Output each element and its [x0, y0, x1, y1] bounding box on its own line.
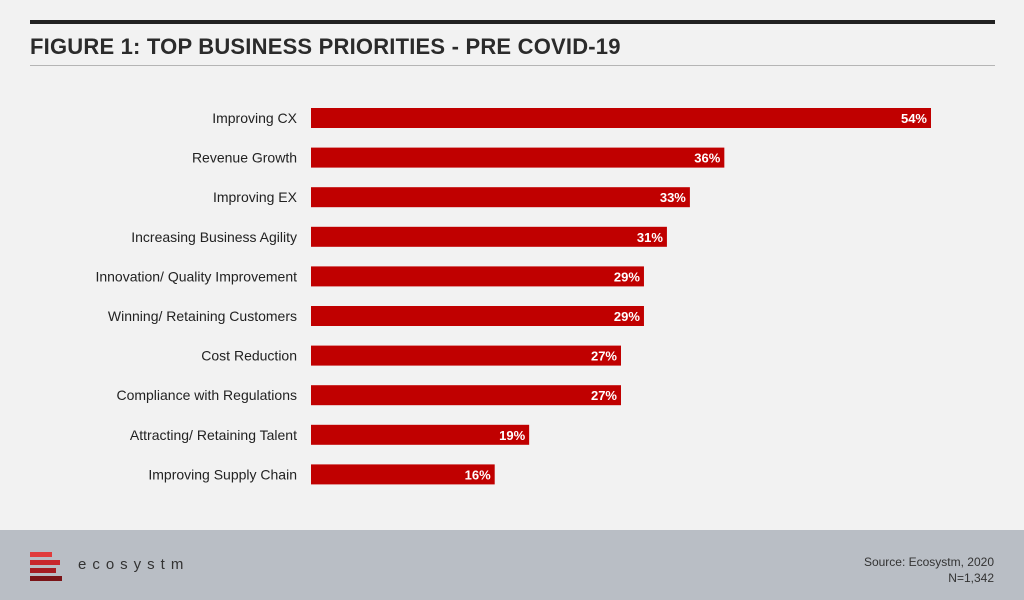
bar	[311, 424, 530, 445]
category-label: Increasing Business Agility	[131, 229, 297, 245]
bar-value-label: 54%	[901, 111, 927, 126]
bar-value-label: 19%	[499, 428, 525, 443]
source-note: Source: Ecosystm, 2020 N=1,342	[864, 554, 994, 586]
sample-size: N=1,342	[948, 571, 994, 585]
category-label: Improving EX	[213, 189, 298, 205]
bar	[311, 345, 621, 366]
category-label: Cost Reduction	[201, 348, 297, 364]
bar-value-label: 33%	[660, 190, 686, 205]
bar	[311, 187, 690, 208]
bar	[311, 385, 621, 406]
bar-value-label: 27%	[591, 349, 617, 364]
logo-text: ecosystm	[78, 556, 190, 573]
category-label: Improving Supply Chain	[148, 466, 297, 482]
bar-value-label: 31%	[637, 230, 663, 245]
bar	[311, 266, 644, 287]
bar	[311, 108, 931, 128]
ecosystm-logo-icon	[30, 552, 62, 581]
bar	[311, 226, 667, 247]
chart-title: FIGURE 1: TOP BUSINESS PRIORITIES - PRE …	[30, 34, 621, 59]
bar	[311, 464, 495, 485]
bar	[311, 306, 644, 326]
title-divider	[30, 65, 995, 66]
bar	[311, 147, 725, 168]
bar-value-label: 29%	[614, 309, 640, 324]
category-label: Winning/ Retaining Customers	[108, 308, 297, 324]
bar-value-label: 36%	[694, 151, 720, 166]
category-label: Improving CX	[212, 110, 297, 126]
category-label: Revenue Growth	[192, 150, 297, 166]
bar-value-label: 29%	[614, 269, 640, 284]
category-label: Attracting/ Retaining Talent	[130, 427, 297, 443]
top-rule	[30, 20, 995, 24]
footer: ecosystm Source: Ecosystm, 2020 N=1,342	[0, 530, 1024, 600]
category-label: Compliance with Regulations	[116, 387, 297, 403]
bar-value-label: 16%	[465, 467, 491, 482]
bar-value-label: 27%	[591, 388, 617, 403]
bar-chart: Improving CX 54% Revenue Growth 36% Improvin…	[95, 108, 931, 485]
source-text: Source: Ecosystm, 2020	[863, 555, 994, 569]
category-label: Innovation/ Quality Improvement	[95, 268, 297, 284]
